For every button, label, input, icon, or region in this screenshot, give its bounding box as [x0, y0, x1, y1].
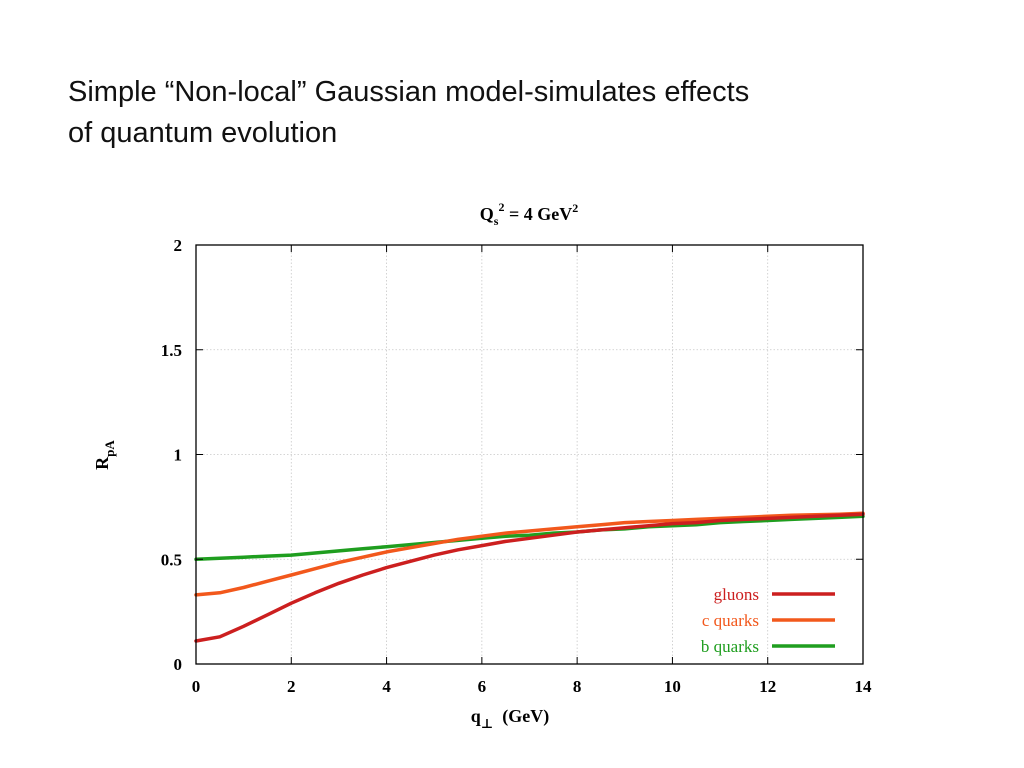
series-line-gluons — [194, 512, 865, 643]
x-axis-label-rest: (GeV) — [493, 706, 549, 727]
chart-title-sub: s — [494, 214, 499, 228]
chart-title: Qs2 = 4 GeV2 — [480, 200, 578, 228]
y-axis-label-sub: pA — [102, 440, 117, 457]
y-tick-label: 1.5 — [161, 341, 182, 360]
x-tick-label: 14 — [855, 677, 873, 696]
x-tick-label: 8 — [573, 677, 582, 696]
y-tick-label: 0 — [174, 655, 183, 674]
chart-title-sup2: 2 — [572, 201, 578, 215]
chart-title-base: Q — [480, 204, 494, 224]
chart-title-sup: 2 — [498, 200, 504, 214]
x-tick-label: 12 — [759, 677, 776, 696]
x-tick-label: 4 — [382, 677, 391, 696]
x-tick-label: 0 — [192, 677, 201, 696]
y-tick-label: 0.5 — [161, 550, 182, 569]
x-tick-label: 2 — [287, 677, 296, 696]
x-tick-label: 6 — [478, 677, 487, 696]
y-tick-label: 2 — [174, 236, 183, 255]
legend-label-c-quarks: c quarks — [702, 611, 759, 630]
x-axis-label-sub: ⊥ — [481, 716, 493, 731]
slide-title: Simple “Non-local” Gaussian model-simula… — [68, 72, 948, 154]
y-axis-label-base: R — [92, 456, 112, 470]
y-axis-label: RpA — [92, 440, 117, 470]
x-axis-label: q⊥ (GeV) — [471, 706, 549, 731]
axis-ticks: 0 2 4 6 8 10 12 14 0 0.5 1 1.5 2 — [161, 236, 872, 696]
slide-title-line-2: of quantum evolution — [68, 117, 338, 149]
grid-lines — [196, 245, 863, 664]
series-lines — [194, 511, 865, 643]
series-line-c-quarks — [194, 511, 865, 597]
chart-title-rest: = 4 GeV — [504, 204, 572, 224]
legend-label-b-quarks: b quarks — [701, 637, 759, 656]
x-tick-label: 10 — [664, 677, 681, 696]
x-axis-label-base: q — [471, 706, 481, 726]
y-tick-label: 1 — [174, 446, 183, 465]
series-line-b-quarks — [194, 514, 865, 562]
legend-label-gluons: gluons — [714, 585, 759, 604]
legend: gluons c quarks b quarks — [701, 585, 835, 656]
slide-title-line-1: Simple “Non-local” Gaussian model-simula… — [68, 76, 750, 108]
